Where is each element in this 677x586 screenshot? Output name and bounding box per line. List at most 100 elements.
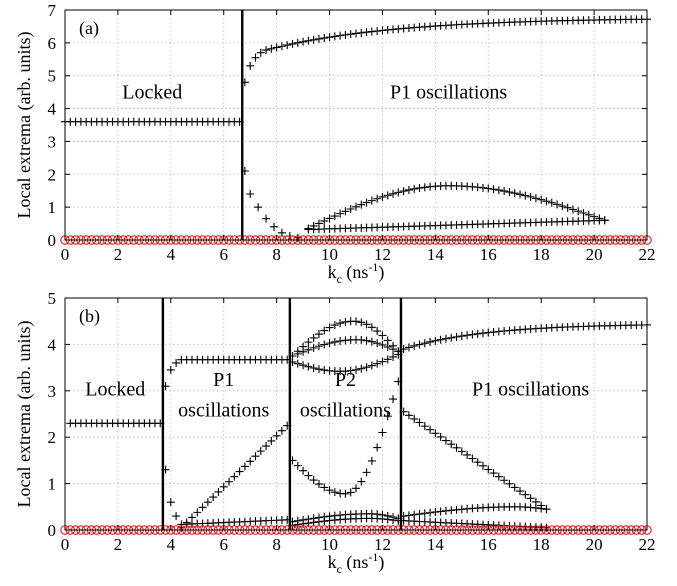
data-point-plus [309,518,318,527]
region-annotation: P1 oscillations [472,378,589,400]
data-point-plus [436,507,445,516]
data-point-plus [320,34,329,43]
region-annotation: oscillations [300,399,391,421]
data-point-plus [193,508,202,517]
data-point-plus [574,207,583,216]
data-point-plus [357,335,366,344]
data-point-plus [373,443,382,452]
x-tick-label: 16 [480,245,497,264]
data-point-plus [473,329,482,338]
data-point-plus [568,205,577,214]
data-point-plus [304,36,313,45]
x-axis-label: kc (ns-1) [328,260,385,286]
data-point-plus [209,493,218,502]
data-point-plus [383,355,392,364]
data-point-plus [378,331,387,340]
data-point-plus [267,436,276,445]
data-point-plus [251,452,260,461]
data-point-plus [457,332,466,341]
data-point-plus [500,187,509,196]
panel-label: (a) [79,18,99,39]
data-point-plus [415,340,424,349]
data-point-plus [378,192,387,201]
data-point-plus [553,200,562,209]
data-point-plus [426,508,435,517]
data-point-plus [362,28,371,37]
data-point-plus [293,38,302,47]
data-point-plus [325,339,334,348]
data-point-plus [383,342,392,351]
data-point-plus [452,443,461,452]
y-tick-label: 6 [48,34,57,53]
series-4 [177,355,292,364]
data-point-plus [558,202,567,211]
data-point-plus [404,343,413,352]
data-point-plus [441,334,450,343]
x-tick-label: 22 [639,245,656,264]
data-point-plus [526,494,535,503]
data-point-plus [314,330,323,339]
data-point-plus [309,35,318,44]
data-point-plus [383,412,392,421]
data-point-plus [547,198,556,207]
data-point-plus [254,203,263,212]
data-point-plus [367,361,376,370]
data-point-plus [600,216,609,225]
data-point-plus [314,34,323,43]
data-point-plus [510,189,519,198]
y-tick-label: 5 [48,67,57,86]
data-point-plus [426,425,435,434]
series-4 [240,167,302,242]
x-tick-label: 2 [114,245,123,264]
data-point-plus [373,194,382,203]
x-tick-label: 6 [219,535,228,554]
series-6 [304,216,609,234]
data-point-plus [299,466,308,475]
data-point-plus [346,30,355,39]
data-point-plus [404,411,413,420]
data-point-plus [320,340,329,349]
data-point-plus [537,504,546,513]
data-point-plus [441,506,450,515]
data-point-plus [336,209,345,218]
data-point-plus [320,517,329,526]
data-point-plus [304,345,313,354]
series-14 [399,407,551,514]
series-16 [399,516,551,532]
data-point-plus [373,339,382,348]
data-point-plus [230,472,239,481]
data-point-plus [505,188,514,197]
series-15 [399,502,551,521]
region-annotation: P1 [213,369,234,391]
data-point-plus [203,498,212,507]
series-10 [288,377,403,498]
x-tick-label: 10 [321,535,338,554]
data-point-plus [447,333,456,342]
data-point-plus [256,447,265,456]
x-tick-label: 18 [533,535,550,554]
data-point-plus [473,458,482,467]
data-point-plus [420,339,429,348]
series-1 [66,419,165,428]
data-point-plus [367,27,376,36]
data-point-plus [320,216,329,225]
data-point-plus [309,333,318,342]
data-point-plus [314,365,323,374]
data-point-plus [330,321,339,330]
data-point-plus [352,317,360,326]
data-point-plus [410,184,419,193]
y-tick-label: 3 [48,132,57,151]
data-point-plus [325,33,334,42]
data-point-plus [304,338,313,347]
data-point-plus [262,46,271,55]
series-3 [267,15,651,53]
region-annotation: P2 [335,369,356,391]
data-point-plus [166,498,175,507]
data-point-plus [198,503,207,512]
grid [65,10,647,240]
data-point-plus [314,517,323,526]
data-point-plus [383,515,392,524]
data-point-plus [293,461,302,470]
data-point-plus [531,503,540,512]
data-point-plus [293,359,302,368]
